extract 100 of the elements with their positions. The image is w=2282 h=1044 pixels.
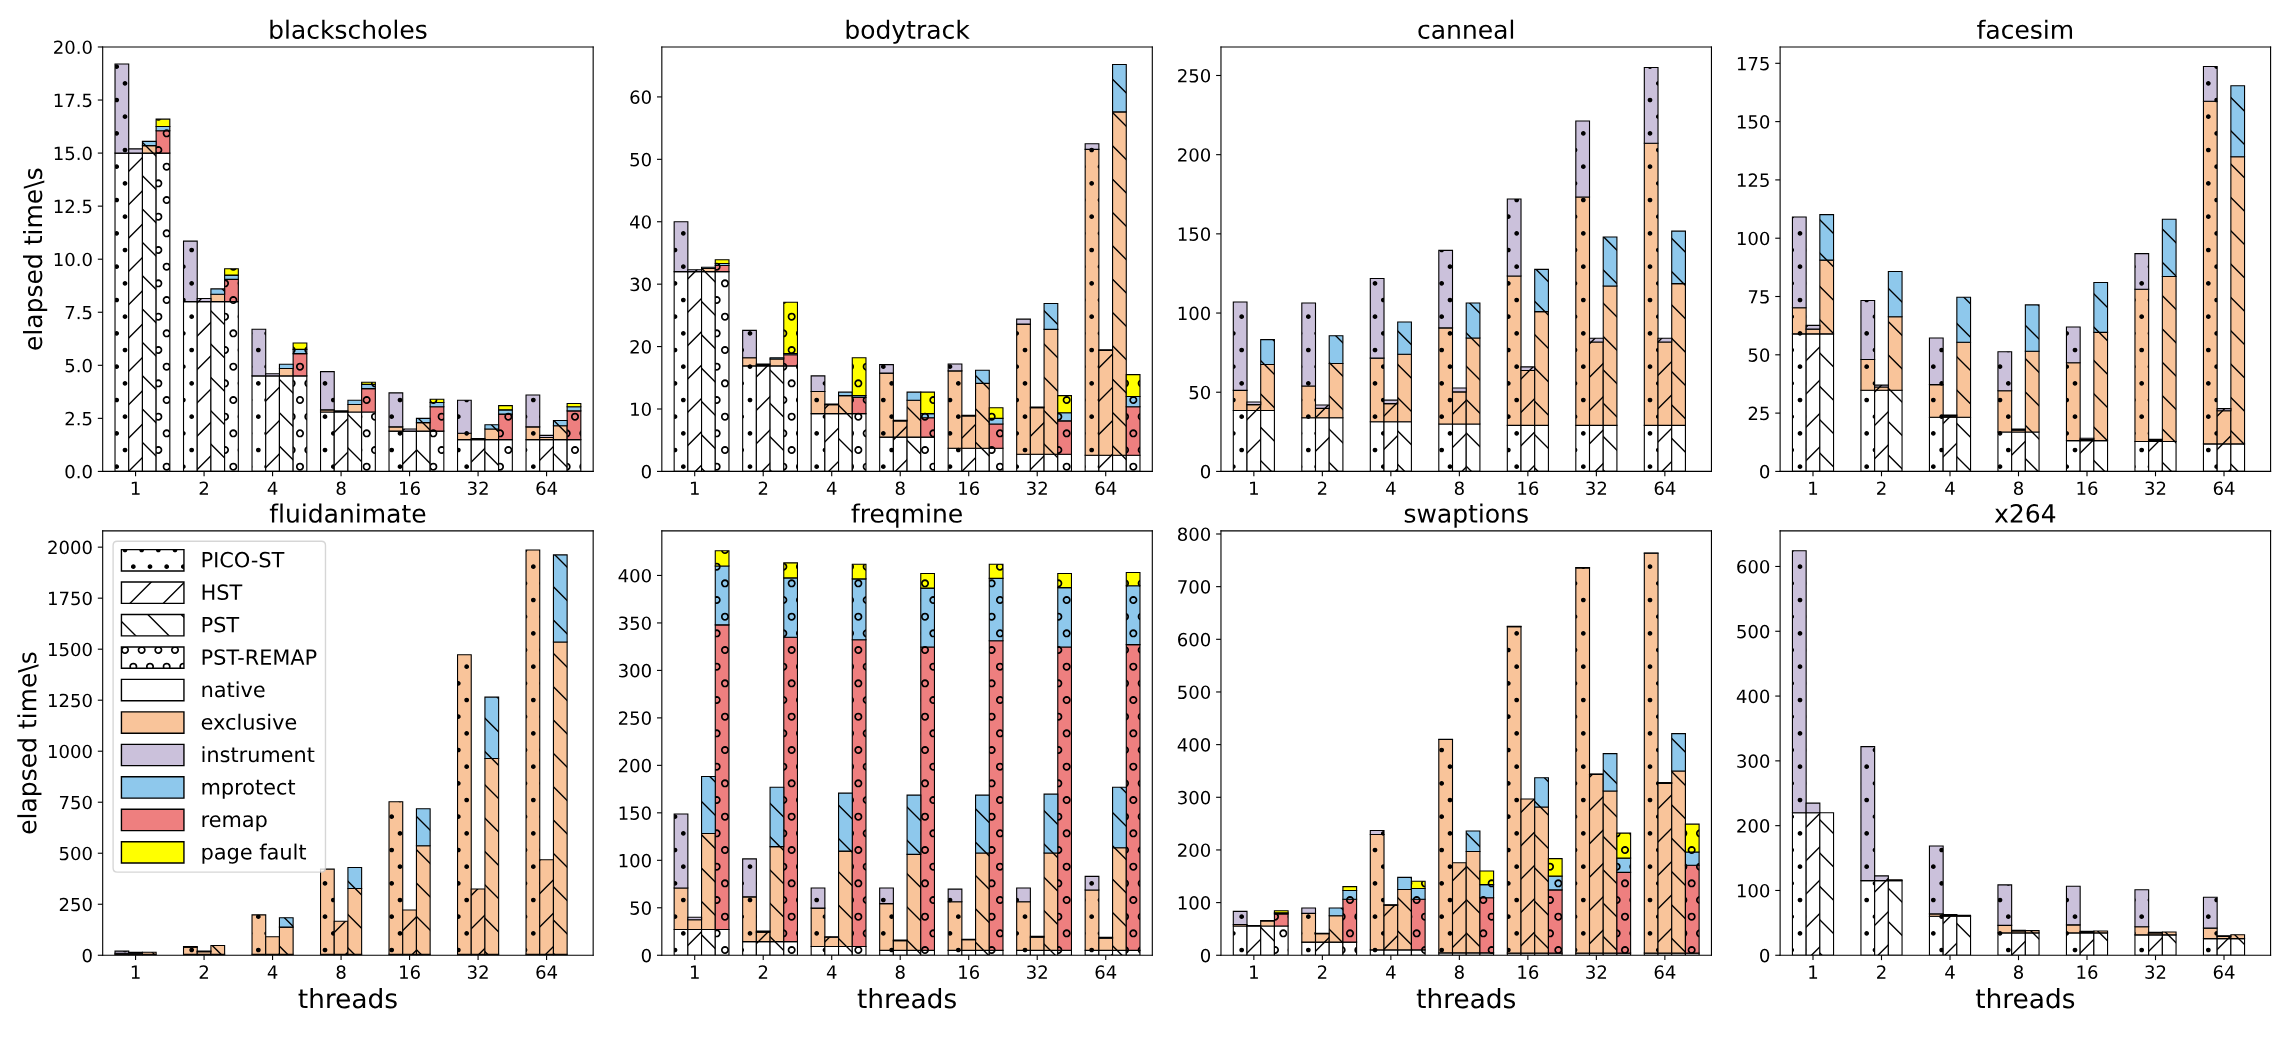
chart-title: freqmine	[851, 503, 962, 528]
x-tick-label: 16	[2077, 481, 2098, 496]
y-tick-label: 0	[1760, 464, 1770, 479]
x-tick-label: 2	[1317, 965, 1327, 979]
x-tick-label: 8	[2013, 965, 2024, 979]
y-tick-label: 500	[59, 846, 92, 861]
x-tick-label: 32	[1027, 965, 1047, 979]
y-tick-label: 100	[619, 853, 651, 868]
y-tick-label: 500	[1737, 624, 1770, 639]
x-tick-label: 4	[826, 481, 837, 495]
y-tick-label: 0	[1760, 948, 1770, 963]
y-tick-label: 20.0	[54, 40, 92, 55]
x-tick-label: 1	[1250, 481, 1258, 495]
x-tick-label: 16	[1518, 965, 1539, 979]
x-tick-label: 64	[1095, 481, 1117, 496]
x-tick-label: 16	[400, 481, 420, 496]
y-tick-label: 750	[59, 795, 92, 810]
y-tick-label: 17.5	[54, 93, 92, 108]
x-tick-label: 2	[758, 481, 768, 495]
x-tick-label: 4	[1945, 965, 1955, 979]
y-tick-label: 100	[1737, 231, 1770, 246]
x-tick-label: 1	[131, 965, 140, 979]
y-tick-label: 2000	[48, 540, 92, 555]
y-tick-label: 50	[630, 901, 651, 915]
x-tick-label: 8	[336, 965, 346, 979]
y-tick-label: 350	[619, 616, 651, 631]
legend-label: PST-REMAP	[202, 649, 317, 665]
y-tick-label: 700	[1178, 580, 1211, 594]
y-tick-label: 100	[1737, 883, 1770, 898]
y-tick-label: 15.0	[54, 146, 92, 161]
y-axis-title: elapsed time\s	[23, 168, 48, 350]
x-axis-title: threads	[298, 988, 397, 1009]
y-tick-label: 60	[630, 90, 651, 105]
y-tick-label: 600	[1737, 559, 1770, 574]
y-tick-label: 0	[82, 948, 92, 963]
y-tick-label: 0	[641, 464, 651, 479]
legend-label: native	[202, 681, 265, 698]
y-tick-label: 50	[1189, 385, 1211, 400]
x-tick-label: 64	[536, 965, 558, 979]
y-tick-label: 300	[1737, 754, 1770, 768]
x-tick-label: 1	[1809, 481, 1818, 495]
y-axis-title: elapsed time\s	[17, 652, 42, 834]
x-tick-label: 32	[467, 481, 488, 496]
y-tick-label: 75	[1748, 290, 1769, 304]
y-tick-label: 300	[619, 663, 651, 678]
y-tick-label: 250	[1178, 68, 1211, 83]
y-tick-label: 100	[1178, 306, 1211, 321]
legend-label: mprotect	[202, 779, 296, 799]
x-tick-label: 16	[959, 965, 980, 979]
y-tick-label: 25	[1748, 406, 1769, 421]
x-tick-label: 32	[2145, 965, 2166, 979]
x-tick-label: 32	[467, 965, 488, 979]
y-tick-label: 1000	[49, 744, 92, 759]
y-tick-label: 150	[619, 806, 651, 820]
y-tick-label: 500	[1178, 685, 1211, 700]
y-tick-label: 50	[1748, 348, 1770, 362]
x-tick-label: 4	[1386, 965, 1396, 979]
x-tick-label: 16	[2077, 965, 2098, 979]
y-tick-label: 0.0	[65, 464, 92, 479]
y-tick-label: 1750	[49, 591, 92, 606]
x-tick-label: 4	[267, 481, 278, 495]
y-tick-label: 40	[630, 215, 651, 229]
y-tick-label: 5.0	[65, 358, 92, 373]
y-tick-label: 2.5	[65, 411, 92, 426]
x-tick-label: 8	[336, 481, 346, 496]
y-tick-label: 300	[1178, 790, 1211, 805]
y-tick-label: 400	[1177, 738, 1211, 752]
x-tick-label: 8	[1454, 481, 1464, 496]
x-tick-label: 4	[1945, 481, 1955, 495]
y-tick-label: 20	[630, 340, 651, 354]
x-tick-label: 1	[1250, 965, 1258, 979]
x-tick-label: 16	[400, 965, 420, 979]
x-tick-label: 1	[690, 965, 699, 979]
x-tick-label: 2	[1317, 481, 1327, 495]
y-tick-label: 175	[1737, 57, 1769, 71]
y-tick-label: 0	[1200, 948, 1211, 963]
x-tick-label: 64	[2213, 481, 2235, 496]
y-tick-label: 200	[1178, 148, 1211, 162]
x-tick-label: 64	[536, 481, 558, 496]
x-tick-label: 8	[895, 965, 905, 979]
y-tick-label: 200	[1178, 843, 1211, 858]
chart-title: blackscholes	[270, 19, 427, 39]
x-tick-label: 1	[690, 481, 699, 495]
y-tick-label: 10.0	[54, 252, 92, 267]
y-tick-label: 10	[631, 402, 651, 417]
x-axis-title: threads	[857, 988, 956, 1009]
y-tick-label: 12.5	[54, 199, 92, 214]
y-tick-label: 250	[618, 711, 651, 725]
x-tick-label: 1	[1809, 965, 1818, 979]
y-tick-label: 150	[1178, 227, 1211, 241]
chart-title: canneal	[1418, 19, 1514, 39]
x-tick-label: 1	[131, 481, 140, 495]
legend-label: page fault	[202, 843, 307, 864]
x-tick-label: 16	[1518, 481, 1539, 496]
x-tick-label: 2	[1877, 481, 1886, 495]
x-tick-label: 32	[1027, 481, 1047, 496]
y-tick-label: 200	[1737, 819, 1770, 833]
y-tick-label: 0	[641, 948, 651, 963]
chart-title: facesim	[1977, 19, 2073, 39]
y-tick-label: 400	[1736, 689, 1770, 704]
